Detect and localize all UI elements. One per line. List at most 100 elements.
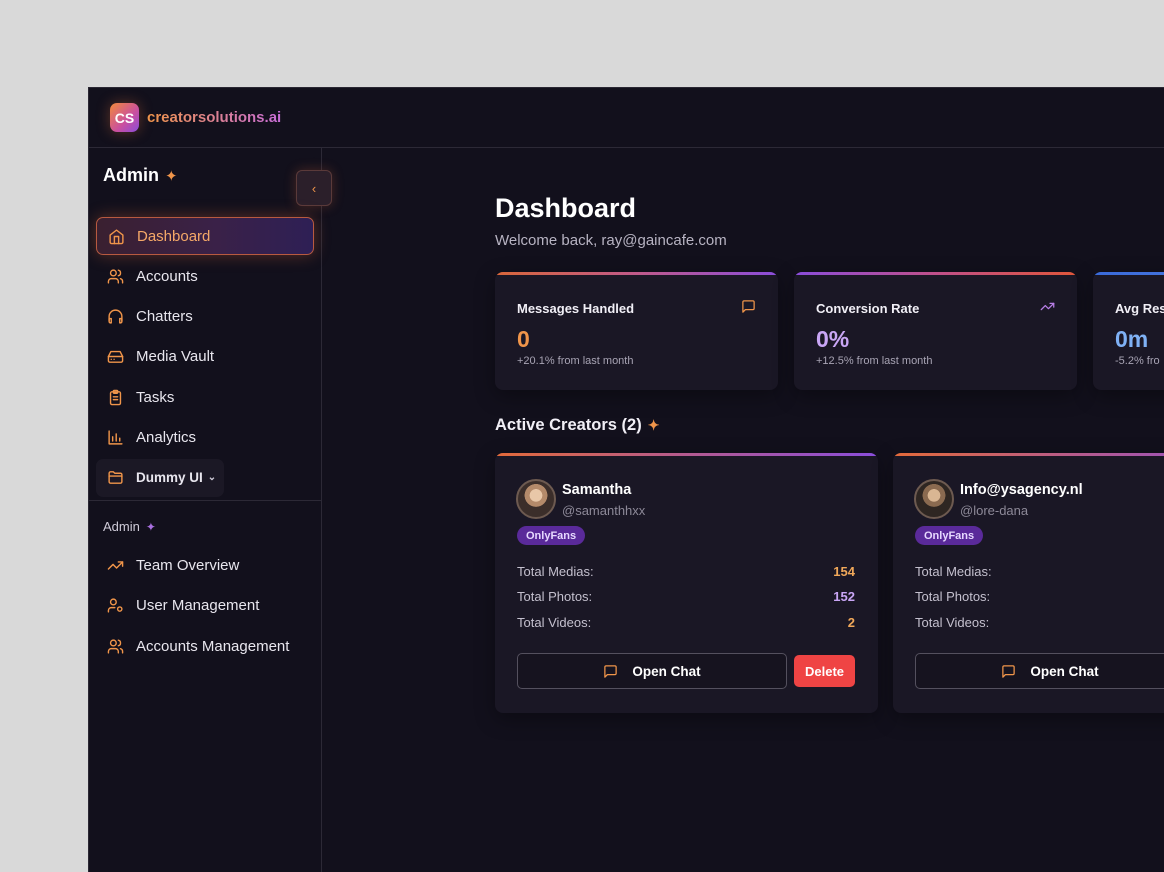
- stat-label: Conversion Rate: [816, 301, 920, 316]
- stat-card-messages: Messages Handled 0 +20.1% from last mont…: [495, 272, 778, 390]
- stat-delta: -5.2% fro: [1115, 355, 1160, 367]
- platform-badge: OnlyFans: [517, 526, 586, 545]
- sidebar-item-chatters[interactable]: Chatters: [96, 298, 314, 336]
- trending-up-icon: [106, 556, 124, 574]
- delete-button[interactable]: Delete: [794, 655, 855, 687]
- open-chat-label: Open Chat: [632, 663, 701, 679]
- stat-label: Total Medias:: [517, 564, 594, 579]
- sidebar-item-dummy-ui[interactable]: Dummy UI ⌄: [96, 458, 224, 497]
- creator-stat-row: Total Videos:: [915, 615, 1164, 630]
- sidebar-item-accounts-management[interactable]: Accounts Management: [96, 627, 314, 665]
- welcome-text: Welcome back, ray@gaincafe.com: [495, 232, 727, 249]
- sidebar-item-team-overview[interactable]: Team Overview: [96, 546, 314, 584]
- app-name[interactable]: creatorsolutions.ai: [147, 109, 282, 126]
- card-accent-bar: [495, 272, 778, 275]
- sidebar-item-accounts[interactable]: Accounts: [96, 257, 314, 295]
- sidebar-item-analytics[interactable]: Analytics: [96, 418, 314, 456]
- stat-label: Messages Handled: [517, 301, 635, 316]
- chevron-down-icon: ⌄: [207, 472, 217, 484]
- creator-handle: @lore-dana: [960, 503, 1029, 518]
- active-creators-heading: Active Creators (2) ✦: [495, 416, 659, 435]
- admin-section-header: Admin ✦: [103, 519, 156, 534]
- folder-icon: [106, 469, 124, 487]
- stat-delta: +12.5% from last month: [816, 355, 933, 367]
- stat-label: Total Photos:: [915, 589, 991, 604]
- card-accent-bar: [1093, 272, 1164, 275]
- stat-label: Total Videos:: [915, 615, 990, 630]
- creator-handle: @samanthhxx: [562, 503, 646, 518]
- sidebar-header: Admin ✦: [103, 165, 178, 186]
- stat-card-avg-response: Avg Resp 0m -5.2% fro: [1093, 272, 1164, 390]
- open-chat-button[interactable]: Open Chat: [517, 653, 787, 689]
- sparkle-icon: ✦: [647, 417, 660, 433]
- chevron-left-icon: ‹: [311, 180, 317, 196]
- stat-label: Total Medias:: [915, 564, 992, 579]
- creator-card: Samantha @samanthhxx OnlyFans Total Medi…: [495, 453, 878, 713]
- creator-stat-row: Total Photos: 152: [517, 589, 855, 604]
- card-accent-bar: [893, 453, 1164, 456]
- stat-label: Total Videos:: [517, 615, 592, 630]
- sparkle-icon: ✦: [145, 519, 156, 534]
- sidebar-item-label: Tasks: [136, 388, 175, 406]
- headphones-icon: [106, 308, 124, 326]
- card-accent-bar: [495, 453, 878, 456]
- message-square-icon: [741, 299, 756, 319]
- sidebar-item-label: Team Overview: [136, 556, 240, 574]
- stat-delta: +20.1% from last month: [517, 355, 634, 367]
- sidebar-item-label: Analytics: [136, 428, 197, 446]
- sidebar-item-label: Dummy UI: [136, 470, 203, 486]
- hard-drive-icon: [106, 348, 124, 366]
- stat-value: 0: [517, 326, 530, 352]
- stat-value: 0m: [1115, 326, 1149, 352]
- stat-value: 154: [833, 564, 855, 579]
- sidebar-item-label: Accounts Management: [136, 637, 290, 655]
- sidebar-item-label: Dashboard: [137, 227, 211, 245]
- avatar[interactable]: [914, 479, 954, 519]
- stat-value: 2: [847, 615, 855, 630]
- main-content: Dashboard Welcome back, ray@gaincafe.com…: [322, 148, 1164, 872]
- stat-value: 152: [833, 589, 855, 604]
- sparkle-icon: ✦: [165, 167, 178, 185]
- creator-name: Samantha: [562, 482, 632, 498]
- users-icon: [106, 637, 124, 655]
- card-accent-bar: [794, 272, 1077, 275]
- admin-nav: Team Overview User Management Accounts M…: [96, 546, 314, 668]
- message-square-icon: [1001, 664, 1016, 679]
- collapse-sidebar-button[interactable]: ‹: [296, 170, 332, 206]
- clipboard-icon: [106, 388, 124, 406]
- admin-section-label: Admin: [103, 519, 140, 534]
- main-nav: Dashboard Accounts Chatters Media Vault: [96, 217, 314, 499]
- creator-stat-row: Total Medias:: [915, 564, 1164, 579]
- creator-stat-row: Total Videos: 2: [517, 615, 855, 630]
- message-square-icon: [603, 664, 618, 679]
- page-title: Dashboard: [495, 193, 637, 223]
- creator-stat-row: Total Photos:: [915, 589, 1164, 604]
- sidebar: Admin ✦ ‹ Dashboard Accounts: [89, 148, 332, 872]
- section-title-text: Active Creators (2): [495, 416, 642, 434]
- logo-badge[interactable]: CS: [110, 103, 139, 132]
- home-icon: [107, 227, 125, 245]
- bar-chart-icon: [106, 428, 124, 446]
- sidebar-divider: [89, 500, 322, 501]
- creator-card: Info@ysagency.nl @lore-dana OnlyFans Tot…: [893, 453, 1164, 713]
- stat-label: Avg Resp: [1115, 301, 1164, 316]
- sidebar-item-dashboard[interactable]: Dashboard: [96, 217, 314, 255]
- stat-card-conversion: Conversion Rate 0% +12.5% from last mont…: [794, 272, 1077, 390]
- app-window: CS creatorsolutions.ai Admin ✦ ‹ Dashboa…: [88, 87, 1164, 872]
- users-icon: [106, 267, 124, 285]
- sidebar-item-user-management[interactable]: User Management: [96, 587, 314, 625]
- sidebar-item-label: Media Vault: [136, 348, 215, 366]
- sidebar-item-media-vault[interactable]: Media Vault: [96, 338, 314, 376]
- platform-badge: OnlyFans: [915, 526, 984, 545]
- avatar[interactable]: [516, 479, 556, 519]
- sidebar-item-label: Chatters: [136, 308, 193, 326]
- open-chat-button[interactable]: Open Chat: [915, 653, 1164, 689]
- trending-up-icon: [1040, 299, 1055, 319]
- open-chat-label: Open Chat: [1030, 663, 1099, 679]
- creator-name: Info@ysagency.nl: [960, 482, 1083, 498]
- sidebar-item-tasks[interactable]: Tasks: [96, 378, 314, 416]
- stat-label: Total Photos:: [517, 589, 593, 604]
- sidebar-title: Admin: [103, 165, 159, 185]
- user-cog-icon: [106, 597, 124, 615]
- sidebar-item-label: Accounts: [136, 267, 198, 285]
